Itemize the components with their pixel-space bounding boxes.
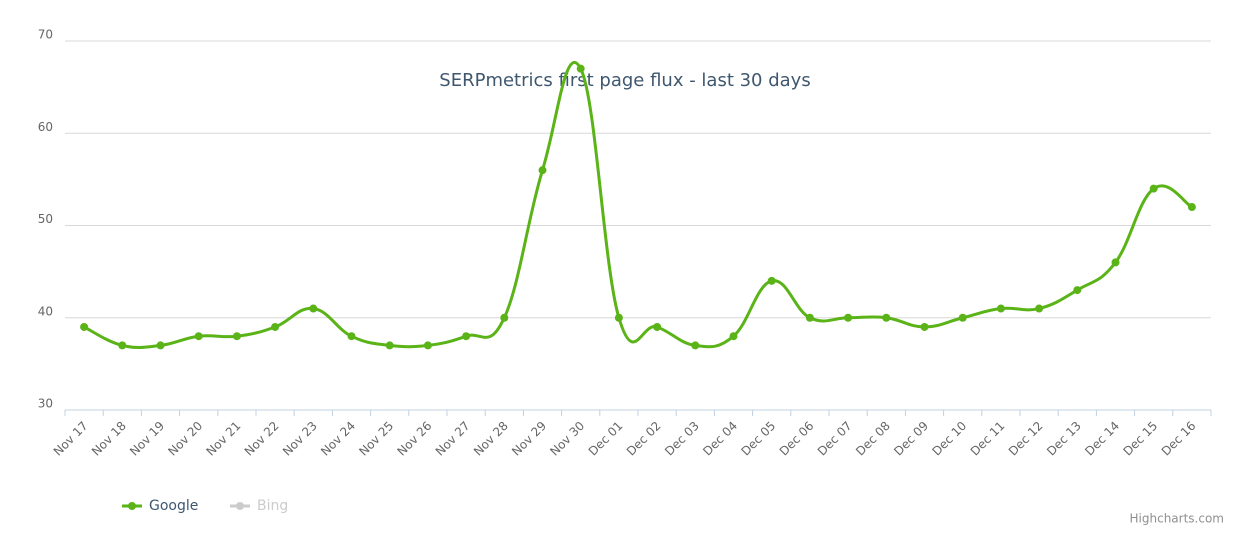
point <box>194 332 203 341</box>
x-tick-label: Nov 18 <box>89 419 129 459</box>
point <box>576 64 585 73</box>
x-tick-label: Nov 19 <box>127 419 167 459</box>
legend-marker <box>236 502 244 510</box>
point <box>1149 184 1158 193</box>
point <box>232 332 241 341</box>
point <box>882 313 891 322</box>
point <box>691 341 700 350</box>
x-tick-label: Dec 07 <box>815 419 855 459</box>
x-tick-label: Dec 11 <box>968 419 1008 459</box>
x-tick-label: Nov 20 <box>165 419 205 459</box>
point <box>271 322 280 331</box>
point <box>80 322 89 331</box>
x-tick-label: Nov 17 <box>51 419 91 459</box>
x-tick-label: Nov 25 <box>356 419 396 459</box>
y-tick-label: 50 <box>38 212 53 226</box>
x-tick-label: Dec 04 <box>700 419 740 459</box>
series-line <box>83 60 1193 350</box>
x-tick-label: Dec 06 <box>777 419 817 459</box>
point <box>347 332 356 341</box>
x-tick-label: Dec 02 <box>624 419 664 459</box>
point <box>500 313 509 322</box>
point <box>996 304 1005 313</box>
x-tick-label: Nov 29 <box>509 419 549 459</box>
point <box>1035 304 1044 313</box>
point <box>844 313 853 322</box>
legend-item[interactable]: Bing <box>257 498 288 514</box>
y-tick-label: 30 <box>38 397 53 411</box>
point <box>920 322 929 331</box>
point <box>118 341 127 350</box>
chart-title: SERPmetrics first page flux - last 30 da… <box>439 70 810 91</box>
x-tick-label: Nov 28 <box>471 419 511 459</box>
credits[interactable]: Highcharts.com <box>1130 512 1224 526</box>
x-tick-label: Dec 03 <box>662 419 702 459</box>
y-tick-label: 40 <box>38 304 53 318</box>
x-tick-label: Nov 22 <box>242 419 282 459</box>
point <box>653 322 662 331</box>
x-tick-label: Dec 10 <box>929 419 969 459</box>
x-tick-label: Dec 15 <box>1120 419 1160 459</box>
x-tick-label: Nov 21 <box>204 419 244 459</box>
x-tick-label: Dec 09 <box>891 419 931 459</box>
point <box>462 332 471 341</box>
point <box>309 304 318 313</box>
x-tick-label: Dec 14 <box>1082 419 1122 459</box>
y-tick-label: 70 <box>38 28 53 42</box>
point <box>1187 203 1196 212</box>
point <box>614 313 623 322</box>
point <box>538 166 547 175</box>
point <box>423 341 432 350</box>
point <box>1073 286 1082 295</box>
point <box>767 276 776 285</box>
point <box>805 313 814 322</box>
x-tick-label: Dec 12 <box>1006 419 1046 459</box>
point <box>385 341 394 350</box>
x-tick-label: Dec 08 <box>853 419 893 459</box>
point <box>1111 258 1120 267</box>
legend-marker <box>128 502 136 510</box>
x-tick-label: Dec 05 <box>738 419 778 459</box>
y-tick-label: 60 <box>38 120 53 134</box>
x-tick-label: Nov 30 <box>547 419 587 459</box>
x-tick-label: Nov 24 <box>318 419 358 459</box>
point <box>958 313 967 322</box>
x-tick-label: Dec 13 <box>1044 419 1084 459</box>
x-tick-label: Nov 27 <box>433 419 473 459</box>
x-tick-label: Dec 16 <box>1159 419 1199 459</box>
point <box>156 341 165 350</box>
x-tick-label: Nov 23 <box>280 419 320 459</box>
x-tick-label: Dec 01 <box>586 419 626 459</box>
legend-item[interactable]: Google <box>149 498 198 514</box>
x-tick-label: Nov 26 <box>395 419 435 459</box>
point <box>729 332 738 341</box>
